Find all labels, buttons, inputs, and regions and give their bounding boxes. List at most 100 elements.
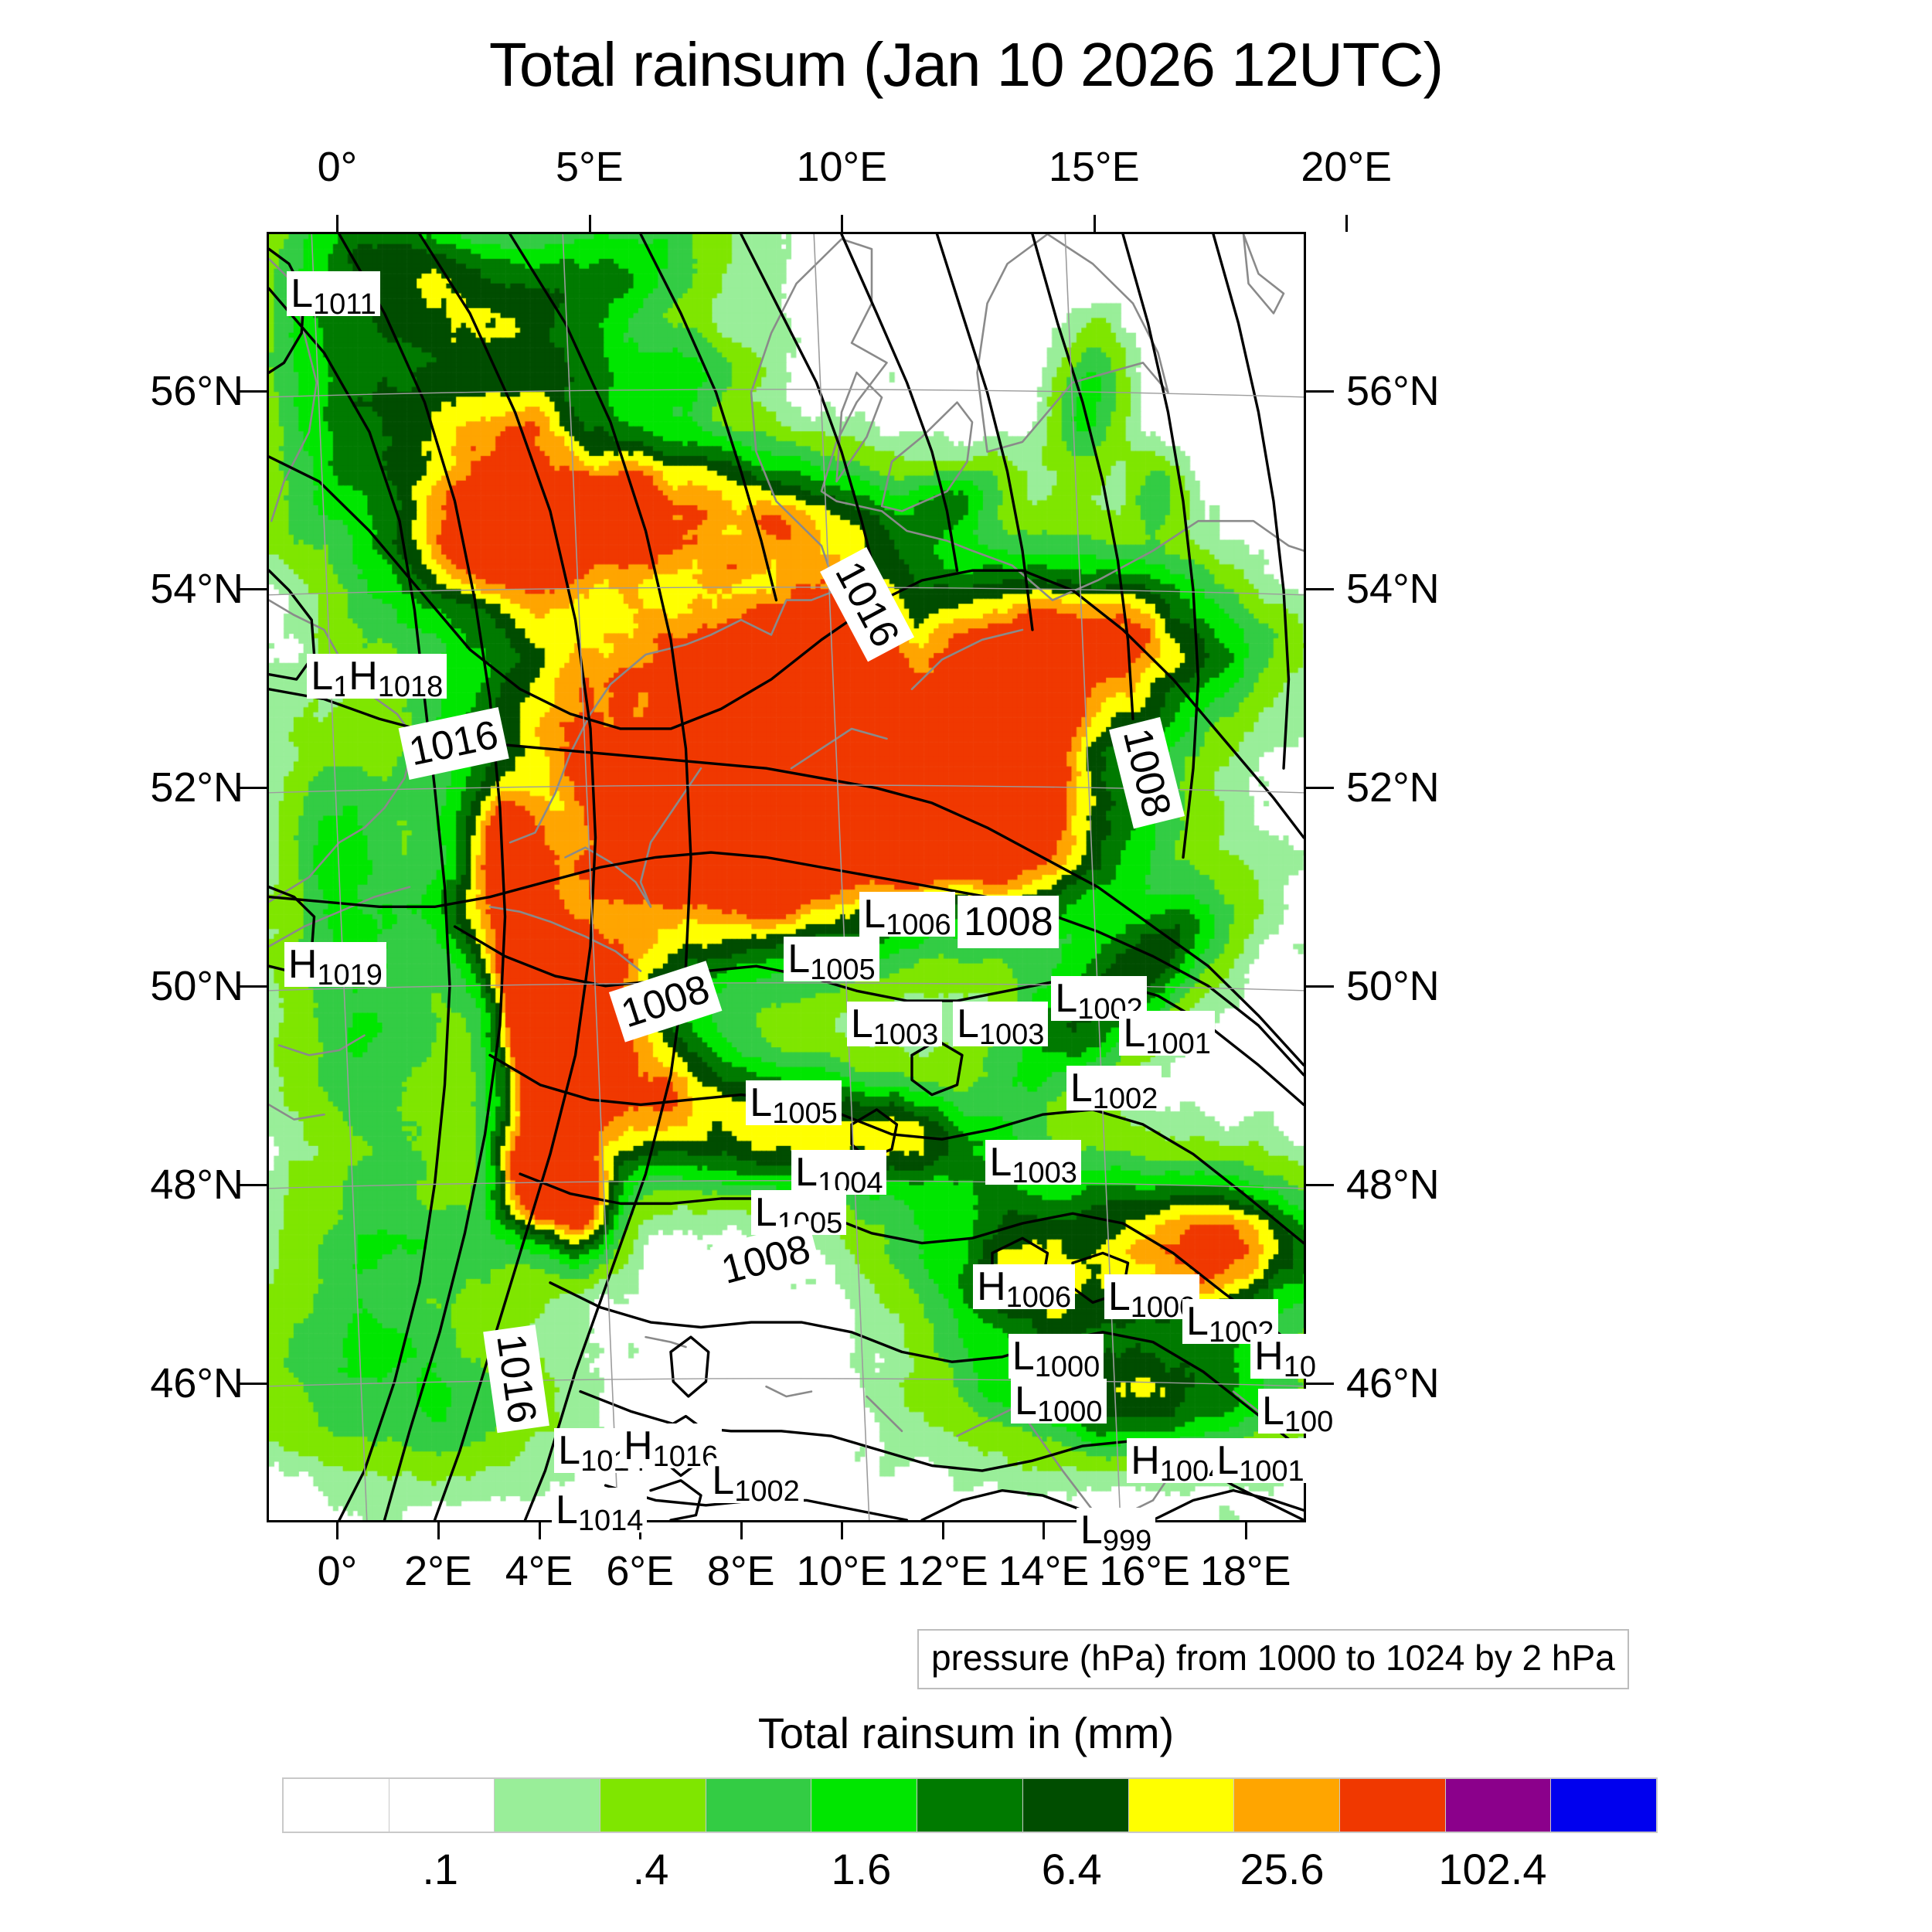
parallel-4 bbox=[269, 587, 1304, 596]
lon-tick-bottom-9: 18°E bbox=[1199, 1548, 1291, 1594]
axis-tick bbox=[841, 215, 844, 232]
pressure-label-l-27: L1014 bbox=[551, 1488, 648, 1536]
lat-tick-left-0: 56°N bbox=[150, 367, 243, 414]
map-plot-area[interactable] bbox=[267, 232, 1306, 1522]
coastline-11 bbox=[765, 1385, 813, 1398]
pressure-label-value: 1006 bbox=[886, 909, 951, 942]
colorbar-label-4: 25.6 bbox=[1240, 1845, 1325, 1893]
colorbar-cell-4[interactable] bbox=[706, 1779, 812, 1832]
pressure-label-h-23: H1016 bbox=[620, 1423, 723, 1471]
pressure-label-value: 1018 bbox=[377, 670, 444, 703]
pressure-label-type: L bbox=[1070, 1066, 1093, 1111]
colorbar-cell-12[interactable] bbox=[1551, 1779, 1656, 1832]
colorbar-cell-3[interactable] bbox=[600, 1779, 706, 1832]
colorbar-label-2: 1.6 bbox=[831, 1845, 892, 1893]
coastline-5 bbox=[835, 371, 883, 483]
colorbar-cell-2[interactable] bbox=[495, 1779, 601, 1832]
coastline-8 bbox=[1051, 519, 1304, 601]
colorbar-cell-8[interactable] bbox=[1128, 1779, 1235, 1832]
axis-tick bbox=[239, 1383, 267, 1386]
pressure-label-h-19: H10 bbox=[1250, 1333, 1321, 1382]
pressure-label-l-12: L1003 bbox=[985, 1140, 1081, 1188]
colorbar-cell-9[interactable] bbox=[1234, 1779, 1340, 1832]
isobar-5 bbox=[418, 234, 597, 1520]
lon-tick-top-1: 5°E bbox=[556, 144, 624, 190]
coastline-12 bbox=[866, 1395, 903, 1433]
axis-tick bbox=[1306, 389, 1334, 393]
coastline-25 bbox=[269, 1104, 325, 1121]
lat-tick-right-3: 50°N bbox=[1346, 963, 1440, 1010]
coastline-20 bbox=[639, 767, 702, 908]
axis-tick bbox=[336, 1522, 339, 1539]
pressure-label-l-4: L1006 bbox=[859, 892, 955, 940]
colorbar-title: Total rainsum in (mm) bbox=[757, 1709, 1175, 1757]
pressure-label-type: L bbox=[795, 1150, 818, 1196]
pressure-label-l-26: L1002 bbox=[708, 1458, 804, 1506]
lon-tick-top-4: 20°E bbox=[1301, 144, 1393, 190]
lon-tick-bottom-3: 6°E bbox=[606, 1548, 674, 1594]
colorbar-cell-5[interactable] bbox=[811, 1779, 918, 1832]
colorbar-cell-11[interactable] bbox=[1445, 1779, 1552, 1832]
lon-tick-bottom-4: 8°E bbox=[706, 1548, 775, 1594]
colorbar-label-5: 102.4 bbox=[1438, 1845, 1547, 1893]
pressure-label-l-7: L1003 bbox=[952, 1001, 1049, 1049]
meridian-1 bbox=[562, 234, 619, 1520]
pressure-label-value: 1001 bbox=[1239, 1454, 1304, 1488]
pressure-label-value: 1014 bbox=[577, 1505, 644, 1538]
pressure-label-type: H bbox=[1131, 1437, 1160, 1483]
pressure-label-type: L bbox=[1012, 1333, 1035, 1379]
pressure-label-value: 1002 bbox=[734, 1475, 800, 1508]
pressure-label-type: L bbox=[750, 1080, 773, 1126]
lon-tick-bottom-6: 12°E bbox=[897, 1548, 988, 1594]
colorbar[interactable] bbox=[282, 1777, 1658, 1833]
colorbar-cell-0[interactable] bbox=[284, 1779, 389, 1832]
axis-tick bbox=[239, 787, 267, 790]
pressure-label-type: L bbox=[863, 892, 886, 937]
colorbar-cell-1[interactable] bbox=[389, 1779, 495, 1832]
pressure-label-value: 999 bbox=[1102, 1524, 1152, 1557]
pressure-label-type: L bbox=[558, 1427, 581, 1473]
colorbar-label-3: 6.4 bbox=[1041, 1845, 1102, 1893]
pressure-label-type: L bbox=[1080, 1507, 1103, 1553]
isobar-28 bbox=[840, 234, 959, 572]
pressure-label-type: L bbox=[956, 1001, 979, 1046]
colorbar-cell-6[interactable] bbox=[917, 1779, 1023, 1832]
colorbar-label-0: .1 bbox=[422, 1845, 459, 1893]
axis-tick bbox=[239, 389, 267, 393]
pressure-label-l-6: L1003 bbox=[846, 1001, 943, 1049]
lon-tick-bottom-1: 2°E bbox=[404, 1548, 472, 1594]
lat-tick-left-3: 50°N bbox=[150, 963, 243, 1010]
pressure-label-type: L bbox=[712, 1458, 735, 1503]
pressure-label-type: H bbox=[349, 653, 378, 699]
parallel-2 bbox=[269, 982, 1304, 992]
coastline-23 bbox=[269, 886, 411, 947]
colorbar-cell-7[interactable] bbox=[1022, 1779, 1129, 1832]
pressure-label-value: 1019 bbox=[317, 958, 383, 992]
isobar-22 bbox=[1121, 234, 1200, 859]
pressure-label-type: L bbox=[1186, 1298, 1209, 1344]
colorbar-cell-10[interactable] bbox=[1339, 1779, 1446, 1832]
pressure-label-type: L bbox=[1015, 1378, 1037, 1423]
pressure-label-type: H bbox=[287, 941, 318, 987]
pressure-label-type: L bbox=[1107, 1274, 1131, 1319]
pressure-label-type: L bbox=[1055, 976, 1078, 1022]
axis-tick bbox=[1043, 1522, 1046, 1539]
pressure-legend-box: pressure (hPa) from 1000 to 1024 by 2 hP… bbox=[917, 1629, 1629, 1689]
isobar-31 bbox=[1151, 1488, 1304, 1520]
pressure-label-l-10: L1002 bbox=[1066, 1066, 1162, 1114]
pressure-label-type: L bbox=[787, 937, 811, 982]
coastline-4 bbox=[880, 401, 974, 512]
parallel-5 bbox=[269, 389, 1304, 398]
lat-tick-left-1: 54°N bbox=[150, 566, 243, 613]
meridian-0 bbox=[311, 234, 368, 1520]
pressure-label-value: 1000 bbox=[1034, 1350, 1100, 1383]
coastline-7 bbox=[1242, 234, 1285, 315]
pressure-label-h-15: H1006 bbox=[973, 1264, 1076, 1312]
isobar-24 bbox=[1031, 234, 1134, 720]
axis-tick bbox=[336, 215, 339, 232]
coastline-1 bbox=[269, 599, 416, 903]
axis-tick bbox=[941, 1522, 944, 1539]
axis-tick bbox=[437, 1522, 440, 1539]
coastline-19 bbox=[488, 906, 642, 972]
pressure-label-value: 100 bbox=[1284, 1405, 1334, 1438]
